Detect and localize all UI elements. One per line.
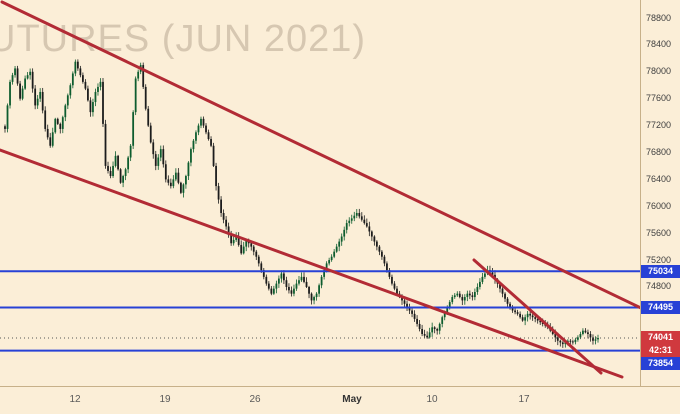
candlesticks <box>4 59 599 348</box>
price-tick-label: 78800 <box>646 12 672 23</box>
price-tick-label: 75600 <box>646 227 672 238</box>
price-tick-label: 77600 <box>646 93 672 104</box>
price-chart-canvas[interactable] <box>0 0 641 386</box>
price-tick-label: 76400 <box>646 173 672 184</box>
level-price-label: 74495 <box>641 300 680 314</box>
time-axis[interactable]: 12 19 26 May 10 17 <box>0 386 680 414</box>
bar-countdown-label: 42:31 <box>641 344 680 358</box>
price-tick-label: 77200 <box>646 120 672 131</box>
price-axis[interactable]: 74041 42:31 75034 74495 73854 78800 78400… <box>640 0 680 386</box>
last-price-label: 74041 <box>641 331 680 345</box>
time-tick-label: 19 <box>159 394 171 405</box>
trendline-lower-channel[interactable] <box>0 148 624 379</box>
price-tick-label: 74800 <box>646 281 672 292</box>
price-tick-label: 76800 <box>646 146 672 157</box>
time-tick-label: 10 <box>426 394 438 405</box>
time-tick-label: 17 <box>518 394 530 405</box>
price-tick-label: 78000 <box>646 66 672 77</box>
price-tick-label: 76000 <box>646 200 672 211</box>
level-price-label: 73854 <box>641 357 680 371</box>
trendline-wedge[interactable] <box>472 258 603 375</box>
trendline-upper-channel[interactable] <box>0 0 641 310</box>
horizontal-level-lines[interactable] <box>0 270 641 352</box>
price-tick-label: 78400 <box>646 39 672 50</box>
time-tick-label: 26 <box>249 394 261 405</box>
time-tick-label: May <box>342 394 362 405</box>
level-price-label: 75034 <box>641 264 680 278</box>
time-tick-label: 12 <box>69 394 81 405</box>
symbol-watermark: UTURES (JUN 2021) <box>0 18 367 60</box>
price-tick-label: 75200 <box>646 254 672 265</box>
trend-lines[interactable] <box>0 0 641 379</box>
